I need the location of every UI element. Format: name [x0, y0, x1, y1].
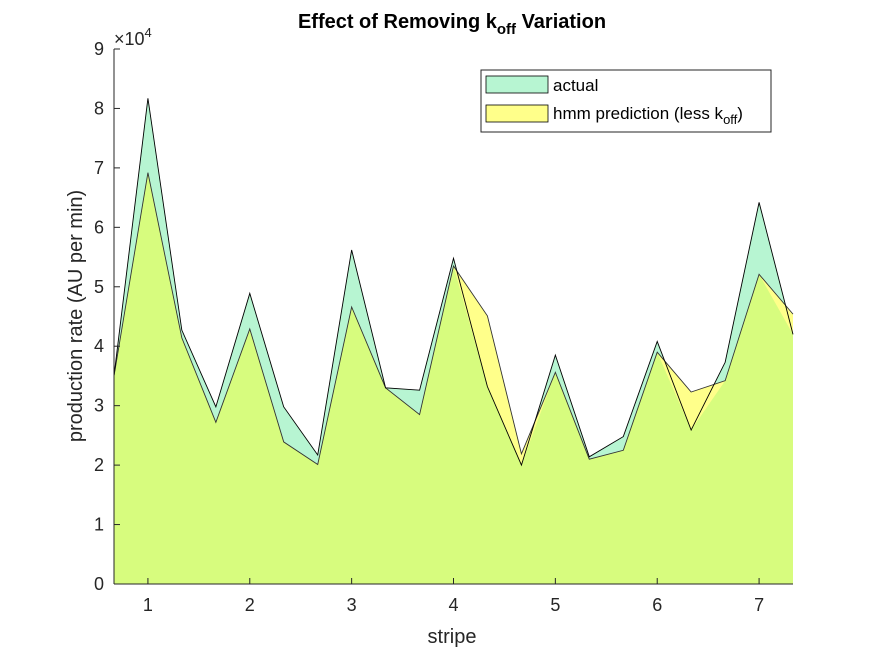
x-tick-label: 7 — [754, 595, 764, 615]
y-tick-label: 6 — [94, 217, 104, 237]
x-tick-label: 6 — [652, 595, 662, 615]
area-overlap — [114, 172, 793, 584]
y-tick-label: 5 — [94, 277, 104, 297]
y-exponent-label: ×104 — [114, 25, 152, 49]
tick-layer: 1 2 3 4 5 6 7 0 1 2 3 4 5 6 7 8 9 — [94, 39, 764, 615]
y-tick-label: 4 — [94, 336, 104, 356]
line-layer — [113, 98, 794, 467]
y-tick-label: 8 — [94, 98, 104, 118]
x-axis-label: stripe — [428, 626, 477, 648]
line-hmm-prediction — [113, 172, 794, 466]
x-tick-label: 4 — [448, 595, 458, 615]
x-tick-label: 5 — [550, 595, 560, 615]
y-tick-label: 3 — [94, 396, 104, 416]
y-axis-label: production rate (AU per min) — [65, 190, 87, 442]
legend-label-hmm-prediction: hmm prediction (less koff) — [553, 104, 743, 127]
legend: actual hmm prediction (less koff) — [480, 69, 772, 133]
area-layer — [114, 98, 793, 584]
legend-swatch-actual — [485, 75, 549, 94]
y-tick-label: 7 — [94, 158, 104, 178]
legend-label-actual: actual — [553, 76, 598, 95]
line-actual — [113, 98, 794, 467]
y-tick-label: 1 — [94, 515, 104, 535]
y-tick-label: 2 — [94, 455, 104, 475]
y-tick-label: 9 — [94, 39, 104, 59]
x-tick-label: 2 — [245, 595, 255, 615]
legend-swatch-hmm-prediction — [485, 104, 549, 123]
y-tick-label: 0 — [94, 574, 104, 594]
x-tick-label: 3 — [347, 595, 357, 615]
x-tick-label: 1 — [143, 595, 153, 615]
chart-title: Effect of Removing koff Variation — [298, 11, 606, 38]
